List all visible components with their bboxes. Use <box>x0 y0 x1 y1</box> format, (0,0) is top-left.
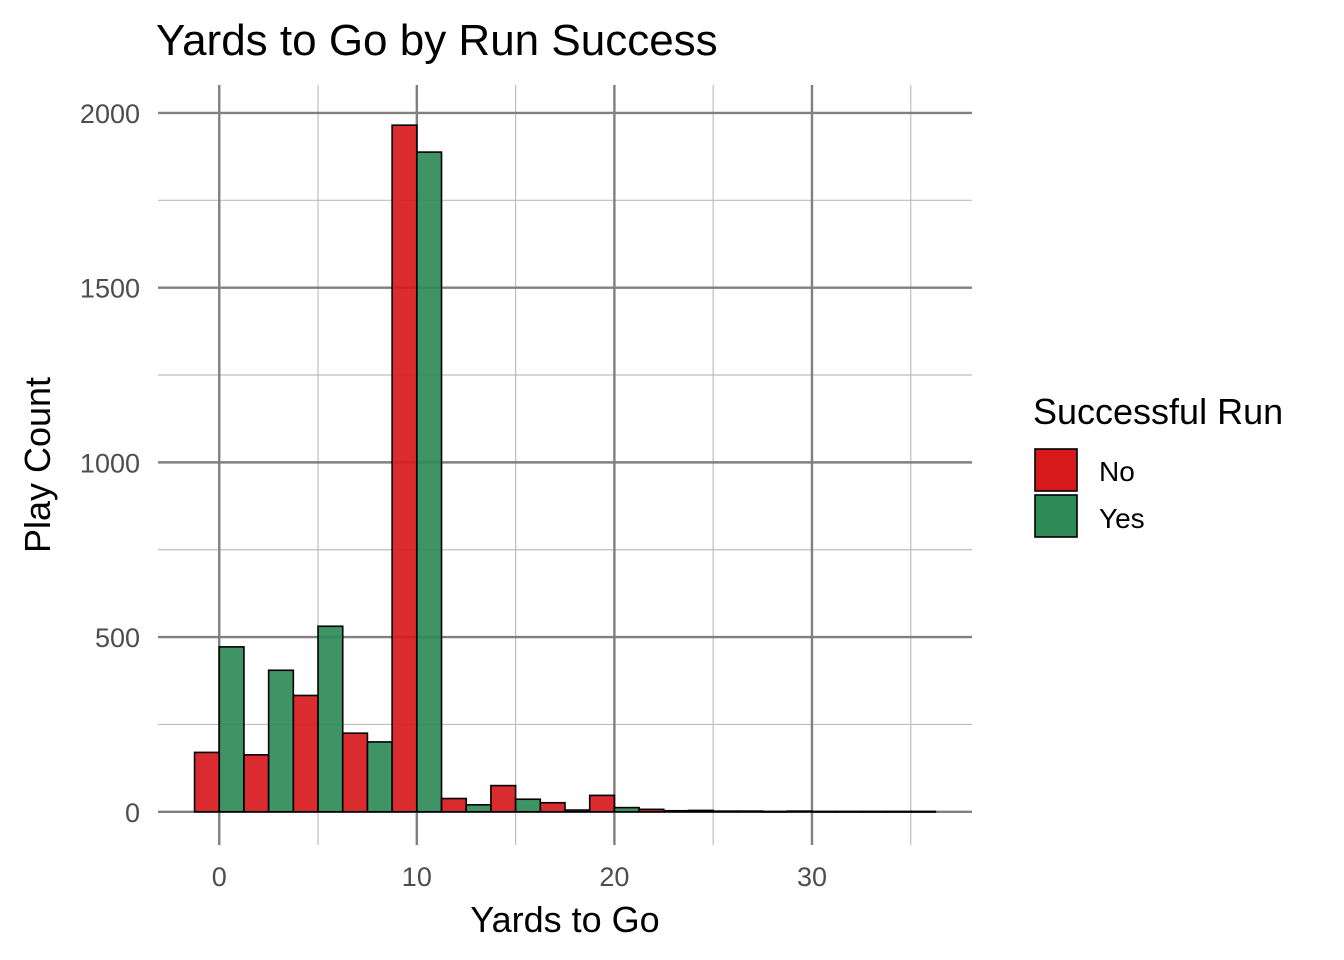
bar-no-11 <box>737 810 764 813</box>
legend-label-yes: Yes <box>1099 503 1145 534</box>
bar-no-7 <box>539 801 566 813</box>
legend-swatch-yes <box>1034 494 1078 538</box>
y-tick-label: 500 <box>95 623 140 653</box>
y-tick-label: 1500 <box>80 274 140 304</box>
bar-yes-9 <box>662 809 690 813</box>
bar-no-13 <box>835 810 863 813</box>
bar-yes-11 <box>761 810 789 813</box>
legend-title: Successful Run <box>1033 391 1283 432</box>
y-axis-title: Play Count <box>17 377 58 553</box>
x-tick-label: 10 <box>402 862 432 892</box>
x-tick-label: 0 <box>212 862 227 892</box>
bar-no-6 <box>490 784 517 813</box>
x-tick-label: 20 <box>599 862 629 892</box>
bar-yes-4 <box>416 151 443 813</box>
bar-no-5 <box>440 797 468 813</box>
bar-yes-7 <box>564 809 591 813</box>
bar-no-8 <box>588 794 616 813</box>
bar-yes-3 <box>366 741 393 813</box>
x-tick-label: 30 <box>797 862 827 892</box>
bar-no-1 <box>243 754 270 813</box>
x-tick-labels: 0 10 20 30 <box>212 862 827 892</box>
bar-no-10 <box>687 809 714 813</box>
bar-yes-13 <box>860 810 887 813</box>
legend-label-no: No <box>1099 456 1135 487</box>
legend-swatch-no <box>1034 448 1078 492</box>
bar-yes-0 <box>218 646 245 813</box>
bar-no-3 <box>341 732 369 813</box>
bar-yes-5 <box>465 804 492 813</box>
y-tick-label: 0 <box>125 798 140 828</box>
bar-no-0 <box>193 751 221 813</box>
bar-yes-2 <box>317 625 344 813</box>
bar-yes-10 <box>712 810 739 813</box>
bars <box>193 124 937 813</box>
bar-yes-6 <box>514 798 542 813</box>
bar-no-9 <box>638 808 665 813</box>
legend: Successful Run No Yes <box>1033 391 1283 538</box>
y-tick-labels: 0 500 1000 1500 2000 <box>80 99 140 828</box>
bar-yes-14 <box>909 810 937 813</box>
bar-no-2 <box>292 694 319 813</box>
x-axis-title: Yards to Go <box>470 899 659 940</box>
y-tick-label: 1000 <box>80 448 140 478</box>
bar-yes-12 <box>811 810 838 813</box>
chart-title: Yards to Go by Run Success <box>156 16 718 65</box>
bar-yes-8 <box>613 806 640 813</box>
bar-no-4 <box>391 124 418 813</box>
bar-no-14 <box>885 810 912 813</box>
y-tick-label: 2000 <box>80 99 140 129</box>
bar-no-12 <box>786 810 813 813</box>
bar-yes-1 <box>267 669 295 813</box>
